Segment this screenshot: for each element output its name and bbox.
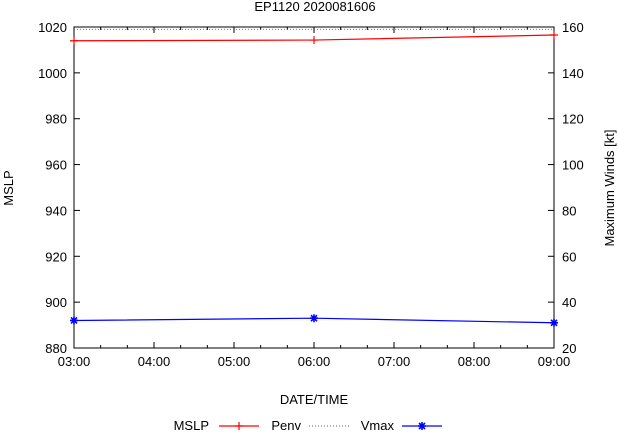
y-right-tick-label: 120 [562, 112, 584, 127]
legend-label-penv: Penv [271, 418, 301, 432]
y-right-tick-label: 60 [562, 249, 576, 264]
legend-label-mslp: MSLP [174, 418, 209, 432]
x-axis-label: DATE/TIME [280, 392, 349, 407]
y-right-tick-label: 160 [562, 20, 584, 35]
plot-area: 03:00 04:00 05:00 06:00 07:00 08:00 09:00 880 90… [38, 20, 584, 369]
y-right-tick-label: 40 [562, 295, 576, 310]
legend-sample-vmax-marker [418, 422, 426, 430]
x-tick-label: 09:00 [538, 354, 571, 369]
point-penv [550, 31, 558, 40]
plot-border [73, 26, 555, 349]
point-penv [70, 36, 78, 45]
x-tick-label: 08:00 [458, 354, 491, 369]
y-left-tick-label: 920 [45, 249, 67, 264]
y-right-tick-label: 80 [562, 203, 576, 218]
chart-title: EP1120 2020081606 [254, 0, 375, 14]
point-vmax [70, 316, 78, 325]
y-axis-label-left: MSLP [1, 170, 16, 205]
legend: MSLP Penv Vmax [174, 418, 442, 432]
y-right-tick-label: 100 [562, 158, 584, 173]
y-right-tick-label: 20 [562, 341, 576, 356]
x-tick-label: 03:00 [58, 354, 91, 369]
y-left-tick-label: 940 [45, 203, 67, 218]
y-left-tick-label: 1000 [38, 66, 67, 81]
y-left-tick-label: 1020 [38, 20, 67, 35]
legend-sample-mslp-marker [235, 422, 243, 430]
y-left-tick-label: 900 [45, 295, 67, 310]
y-right-tick-label: 140 [562, 66, 584, 81]
point-vmax [310, 314, 318, 323]
point-penv [310, 36, 318, 45]
y-left-tick-label: 980 [45, 112, 67, 127]
x-tick-label: 07:00 [378, 354, 411, 369]
x-tick-label: 06:00 [298, 354, 331, 369]
y-left-tick-label: 880 [45, 341, 67, 356]
legend-label-vmax: Vmax [361, 418, 395, 432]
x-tick-label: 05:00 [218, 354, 251, 369]
y-axis-label-right: Maximum Winds [kt] [602, 129, 617, 246]
y-left-tick-label: 960 [45, 158, 67, 173]
point-vmax [550, 318, 558, 327]
x-tick-label: 04:00 [138, 354, 171, 369]
